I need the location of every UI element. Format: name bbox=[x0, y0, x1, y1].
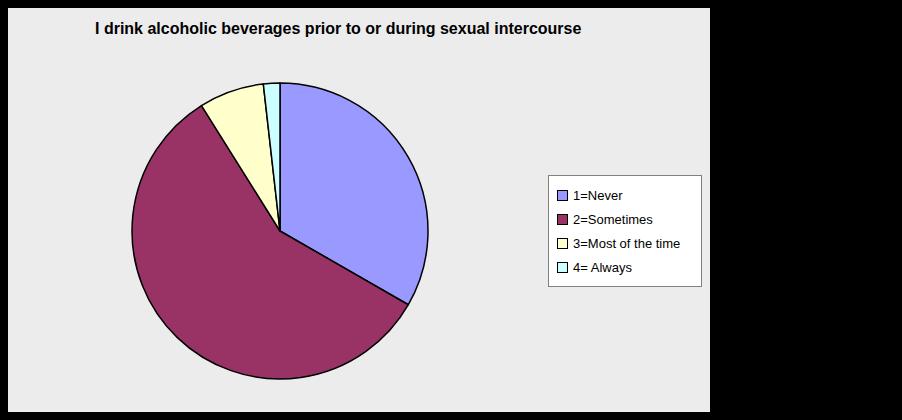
legend-marker-icon bbox=[557, 238, 568, 249]
legend-label: 1=Never bbox=[573, 188, 623, 203]
legend-marker-icon bbox=[557, 214, 568, 225]
legend-label: 2=Sometimes bbox=[573, 212, 653, 227]
chart-area: I drink alcoholic beverages prior to or … bbox=[8, 8, 710, 412]
canvas: { "canvas": { "background_color": "#0000… bbox=[0, 0, 902, 420]
legend-label: 4= Always bbox=[573, 260, 632, 275]
legend-item-1: 1=Never bbox=[557, 183, 695, 207]
legend-item-2: 2=Sometimes bbox=[557, 207, 695, 231]
legend: 1=Never 2=Sometimes 3=Most of the time 4= A… bbox=[548, 175, 702, 287]
legend-marker-icon bbox=[557, 262, 568, 273]
legend-label: 3=Most of the time bbox=[573, 236, 680, 251]
legend-item-4: 4= Always bbox=[557, 255, 695, 279]
legend-item-3: 3=Most of the time bbox=[557, 231, 695, 255]
legend-marker-icon bbox=[557, 190, 568, 201]
chart-title: I drink alcoholic beverages prior to or … bbox=[95, 20, 581, 38]
